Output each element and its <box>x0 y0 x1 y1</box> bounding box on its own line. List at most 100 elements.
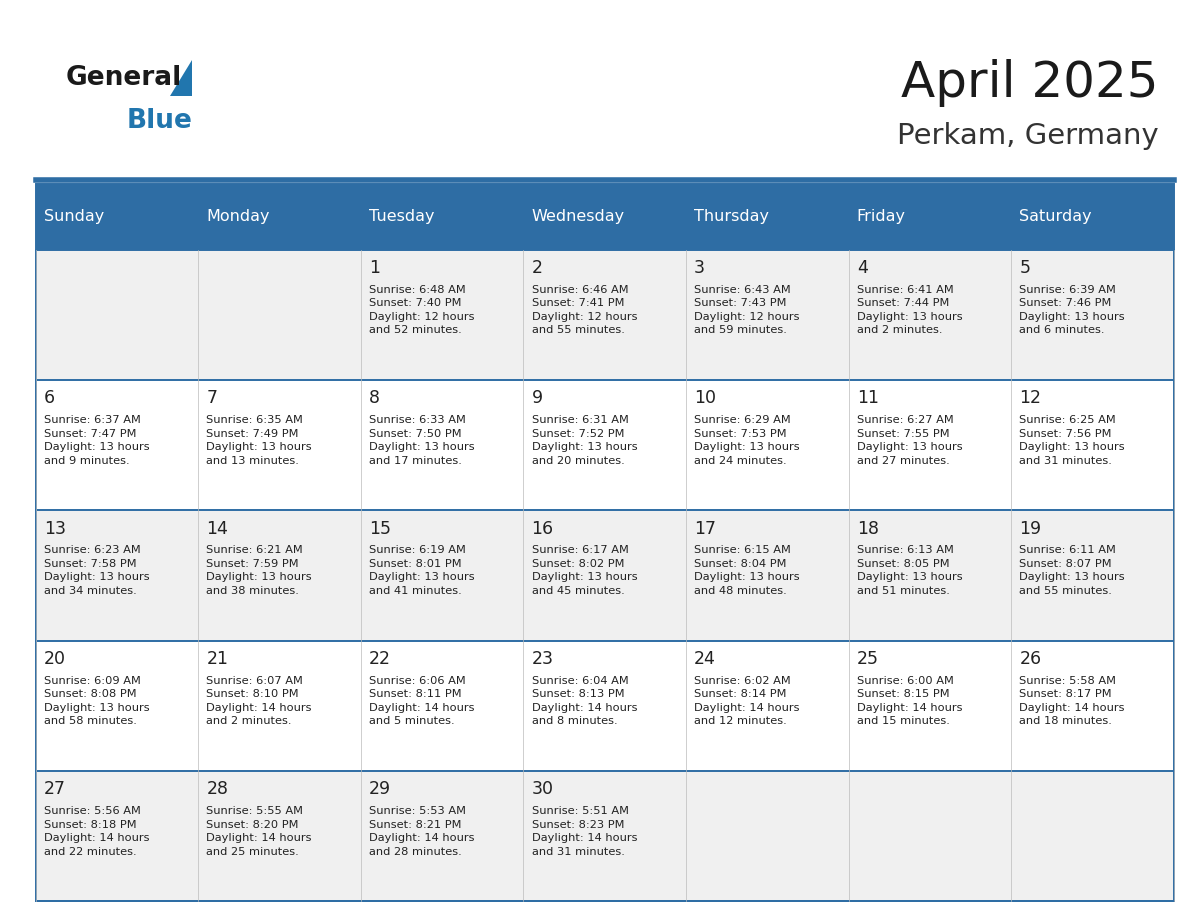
Text: Sunrise: 6:00 AM
Sunset: 8:15 PM
Daylight: 14 hours
and 15 minutes.: Sunrise: 6:00 AM Sunset: 8:15 PM Dayligh… <box>857 676 962 726</box>
Text: 2: 2 <box>531 259 543 277</box>
Bar <box>1011 510 1174 641</box>
Bar <box>685 771 848 901</box>
Text: General: General <box>65 65 182 91</box>
Bar <box>848 510 1011 641</box>
Bar <box>361 250 524 380</box>
Text: Sunrise: 5:56 AM
Sunset: 8:18 PM
Daylight: 14 hours
and 22 minutes.: Sunrise: 5:56 AM Sunset: 8:18 PM Dayligh… <box>44 806 150 856</box>
Text: 30: 30 <box>531 780 554 799</box>
Text: Sunrise: 6:29 AM
Sunset: 7:53 PM
Daylight: 13 hours
and 24 minutes.: Sunrise: 6:29 AM Sunset: 7:53 PM Dayligh… <box>694 415 800 465</box>
Text: Sunrise: 6:04 AM
Sunset: 8:13 PM
Daylight: 14 hours
and 8 minutes.: Sunrise: 6:04 AM Sunset: 8:13 PM Dayligh… <box>531 676 637 726</box>
Bar <box>36 771 198 901</box>
Text: 12: 12 <box>1019 389 1042 408</box>
Bar <box>36 184 1174 901</box>
Bar <box>1011 641 1174 771</box>
Text: 1: 1 <box>369 259 380 277</box>
Text: 18: 18 <box>857 520 879 538</box>
Bar <box>848 771 1011 901</box>
Text: Sunrise: 5:58 AM
Sunset: 8:17 PM
Daylight: 14 hours
and 18 minutes.: Sunrise: 5:58 AM Sunset: 8:17 PM Dayligh… <box>1019 676 1125 726</box>
Text: Sunrise: 5:53 AM
Sunset: 8:21 PM
Daylight: 14 hours
and 28 minutes.: Sunrise: 5:53 AM Sunset: 8:21 PM Dayligh… <box>369 806 474 856</box>
Text: Perkam, Germany: Perkam, Germany <box>897 122 1158 150</box>
Bar <box>685 380 848 510</box>
Bar <box>1011 250 1174 380</box>
Text: Sunrise: 6:48 AM
Sunset: 7:40 PM
Daylight: 12 hours
and 52 minutes.: Sunrise: 6:48 AM Sunset: 7:40 PM Dayligh… <box>369 285 474 335</box>
Bar <box>685 641 848 771</box>
Text: 7: 7 <box>207 389 217 408</box>
Text: Sunrise: 5:51 AM
Sunset: 8:23 PM
Daylight: 14 hours
and 31 minutes.: Sunrise: 5:51 AM Sunset: 8:23 PM Dayligh… <box>531 806 637 856</box>
Text: Sunrise: 6:33 AM
Sunset: 7:50 PM
Daylight: 13 hours
and 17 minutes.: Sunrise: 6:33 AM Sunset: 7:50 PM Dayligh… <box>369 415 474 465</box>
Text: 16: 16 <box>531 520 554 538</box>
Bar <box>361 380 524 510</box>
Bar <box>198 184 361 250</box>
Text: Sunrise: 6:15 AM
Sunset: 8:04 PM
Daylight: 13 hours
and 48 minutes.: Sunrise: 6:15 AM Sunset: 8:04 PM Dayligh… <box>694 545 800 596</box>
Bar <box>36 184 198 250</box>
Bar <box>685 184 848 250</box>
Text: 9: 9 <box>531 389 543 408</box>
Text: 21: 21 <box>207 650 228 668</box>
Text: 26: 26 <box>1019 650 1042 668</box>
Text: 13: 13 <box>44 520 65 538</box>
Bar <box>1011 380 1174 510</box>
Text: Blue: Blue <box>127 108 192 134</box>
Bar <box>36 250 198 380</box>
Text: Sunrise: 6:09 AM
Sunset: 8:08 PM
Daylight: 13 hours
and 58 minutes.: Sunrise: 6:09 AM Sunset: 8:08 PM Dayligh… <box>44 676 150 726</box>
Bar <box>848 250 1011 380</box>
Text: 28: 28 <box>207 780 228 799</box>
Text: 17: 17 <box>694 520 716 538</box>
Bar <box>848 641 1011 771</box>
Text: 29: 29 <box>369 780 391 799</box>
Text: Sunrise: 6:17 AM
Sunset: 8:02 PM
Daylight: 13 hours
and 45 minutes.: Sunrise: 6:17 AM Sunset: 8:02 PM Dayligh… <box>531 545 637 596</box>
Text: Sunrise: 6:07 AM
Sunset: 8:10 PM
Daylight: 14 hours
and 2 minutes.: Sunrise: 6:07 AM Sunset: 8:10 PM Dayligh… <box>207 676 312 726</box>
Text: 4: 4 <box>857 259 867 277</box>
Text: Sunrise: 6:13 AM
Sunset: 8:05 PM
Daylight: 13 hours
and 51 minutes.: Sunrise: 6:13 AM Sunset: 8:05 PM Dayligh… <box>857 545 962 596</box>
Bar <box>36 510 198 641</box>
Bar <box>1011 771 1174 901</box>
Bar <box>524 380 685 510</box>
Text: Saturday: Saturday <box>1019 209 1092 224</box>
Bar <box>198 380 361 510</box>
Text: 8: 8 <box>369 389 380 408</box>
Text: Sunrise: 6:43 AM
Sunset: 7:43 PM
Daylight: 12 hours
and 59 minutes.: Sunrise: 6:43 AM Sunset: 7:43 PM Dayligh… <box>694 285 800 335</box>
Text: Sunrise: 5:55 AM
Sunset: 8:20 PM
Daylight: 14 hours
and 25 minutes.: Sunrise: 5:55 AM Sunset: 8:20 PM Dayligh… <box>207 806 312 856</box>
Text: Sunrise: 6:02 AM
Sunset: 8:14 PM
Daylight: 14 hours
and 12 minutes.: Sunrise: 6:02 AM Sunset: 8:14 PM Dayligh… <box>694 676 800 726</box>
Text: 19: 19 <box>1019 520 1042 538</box>
Text: Monday: Monday <box>207 209 270 224</box>
Text: Sunrise: 6:23 AM
Sunset: 7:58 PM
Daylight: 13 hours
and 34 minutes.: Sunrise: 6:23 AM Sunset: 7:58 PM Dayligh… <box>44 545 150 596</box>
Text: 14: 14 <box>207 520 228 538</box>
Text: 5: 5 <box>1019 259 1030 277</box>
Bar <box>524 184 685 250</box>
Text: Wednesday: Wednesday <box>531 209 625 224</box>
Polygon shape <box>170 60 192 96</box>
Bar <box>361 510 524 641</box>
Text: Tuesday: Tuesday <box>369 209 435 224</box>
Text: Sunrise: 6:39 AM
Sunset: 7:46 PM
Daylight: 13 hours
and 6 minutes.: Sunrise: 6:39 AM Sunset: 7:46 PM Dayligh… <box>1019 285 1125 335</box>
Text: Sunrise: 6:19 AM
Sunset: 8:01 PM
Daylight: 13 hours
and 41 minutes.: Sunrise: 6:19 AM Sunset: 8:01 PM Dayligh… <box>369 545 474 596</box>
Bar <box>524 250 685 380</box>
Text: 10: 10 <box>694 389 716 408</box>
Text: 20: 20 <box>44 650 65 668</box>
Text: Sunrise: 6:46 AM
Sunset: 7:41 PM
Daylight: 12 hours
and 55 minutes.: Sunrise: 6:46 AM Sunset: 7:41 PM Dayligh… <box>531 285 637 335</box>
Bar <box>198 641 361 771</box>
Bar <box>685 250 848 380</box>
Text: Sunrise: 6:25 AM
Sunset: 7:56 PM
Daylight: 13 hours
and 31 minutes.: Sunrise: 6:25 AM Sunset: 7:56 PM Dayligh… <box>1019 415 1125 465</box>
Bar <box>36 380 198 510</box>
Bar <box>524 771 685 901</box>
Bar <box>361 184 524 250</box>
Bar <box>1011 184 1174 250</box>
Bar <box>361 641 524 771</box>
Text: Sunrise: 6:31 AM
Sunset: 7:52 PM
Daylight: 13 hours
and 20 minutes.: Sunrise: 6:31 AM Sunset: 7:52 PM Dayligh… <box>531 415 637 465</box>
Bar <box>524 510 685 641</box>
Text: 27: 27 <box>44 780 65 799</box>
Text: Sunrise: 6:11 AM
Sunset: 8:07 PM
Daylight: 13 hours
and 55 minutes.: Sunrise: 6:11 AM Sunset: 8:07 PM Dayligh… <box>1019 545 1125 596</box>
Text: April 2025: April 2025 <box>901 59 1158 106</box>
Text: 25: 25 <box>857 650 879 668</box>
Text: Thursday: Thursday <box>694 209 769 224</box>
Text: Sunrise: 6:27 AM
Sunset: 7:55 PM
Daylight: 13 hours
and 27 minutes.: Sunrise: 6:27 AM Sunset: 7:55 PM Dayligh… <box>857 415 962 465</box>
Text: 24: 24 <box>694 650 716 668</box>
Text: 23: 23 <box>531 650 554 668</box>
Bar <box>848 380 1011 510</box>
Text: 22: 22 <box>369 650 391 668</box>
Text: Sunday: Sunday <box>44 209 105 224</box>
Text: Sunrise: 6:37 AM
Sunset: 7:47 PM
Daylight: 13 hours
and 9 minutes.: Sunrise: 6:37 AM Sunset: 7:47 PM Dayligh… <box>44 415 150 465</box>
Bar <box>848 184 1011 250</box>
Text: 15: 15 <box>369 520 391 538</box>
